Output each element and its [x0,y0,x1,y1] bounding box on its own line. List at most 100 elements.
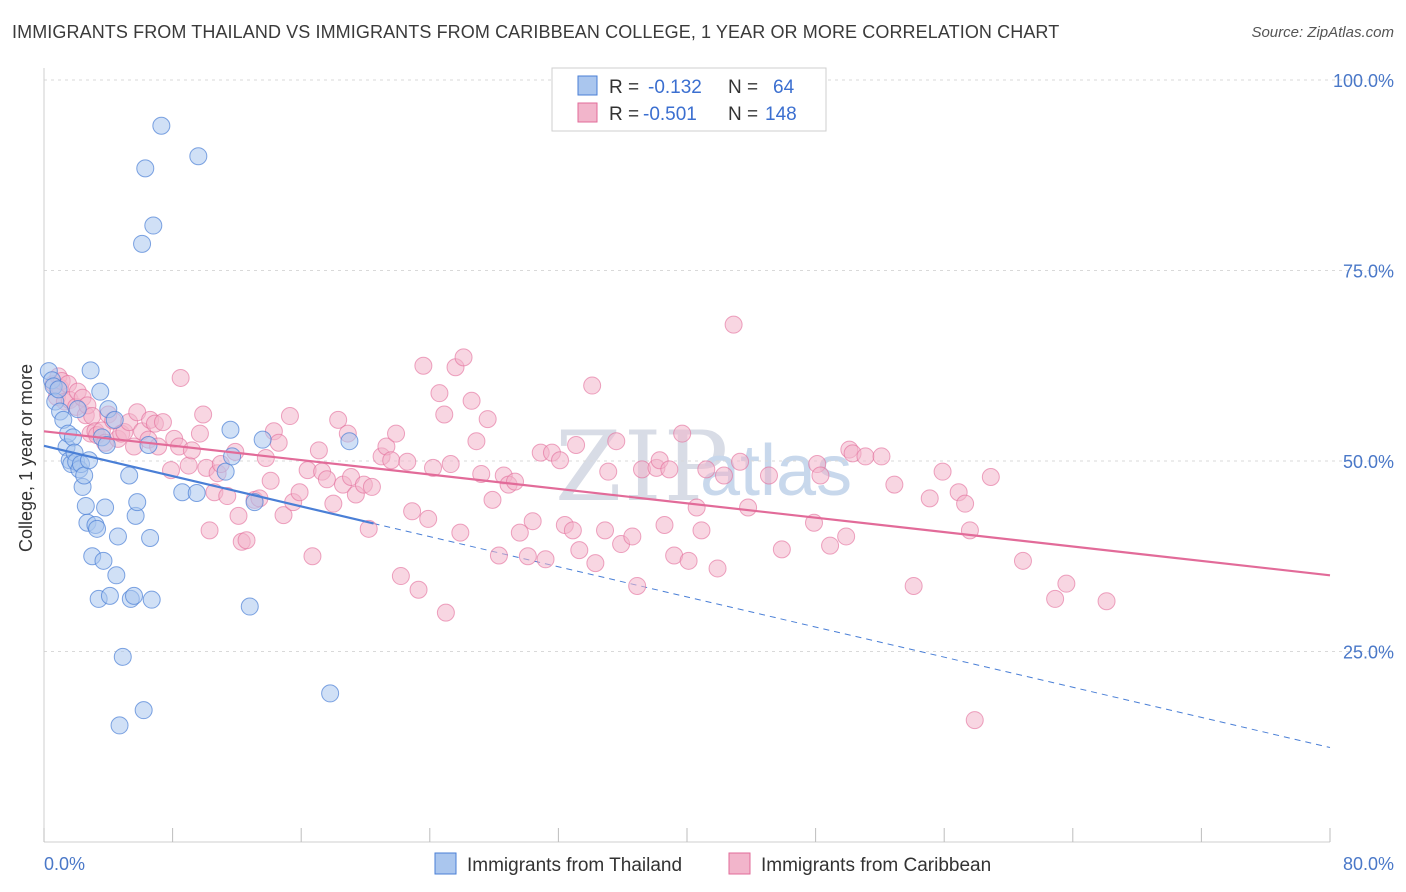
caribbean-point [153,413,172,432]
caribbean-point [269,433,288,452]
thailand-point [110,716,129,735]
caribbean-point [811,466,830,485]
caribbean-point [462,391,481,410]
caribbean-point [483,490,502,509]
x-tick-labels: 0.0% 80.0% [44,854,1394,874]
caribbean-point [200,521,219,540]
caribbean-point [904,576,923,595]
thailand-trendline-extension [373,522,1331,748]
axes [43,68,1331,843]
caribbean-point [518,547,537,566]
caribbean-point [596,521,615,540]
caribbean-point [697,460,716,479]
caribbean-point [478,410,497,429]
thailand-point [321,684,340,703]
caribbean-point [1013,551,1032,570]
caribbean-point [436,603,455,622]
caribbean-point [1097,592,1116,611]
caribbean-point [237,531,256,550]
caribbean-point [872,447,891,466]
caribbean-point [261,471,280,490]
caribbean-point [759,466,778,485]
thailand-point [144,216,163,235]
bottom-legend-label-caribbean: Immigrants from Caribbean [761,855,991,876]
legend-box: R = -0.132 N = 64 R = -0.501 N = 148 [551,67,827,132]
caribbean-point [419,509,438,528]
thailand-point [100,586,119,605]
legend-r-value: -0.501 [643,104,697,125]
thailand-point [94,551,113,570]
caribbean-point [329,410,348,429]
caribbean-point [563,521,582,540]
caribbean-point [435,405,454,424]
caribbean-point [708,559,727,578]
caribbean-point [655,516,674,535]
legend-n-label: N = [728,104,758,125]
legend-swatch-thailand [577,75,598,96]
caribbean-point [398,452,417,471]
caribbean-point [505,472,524,491]
thailand-point [221,420,240,439]
caribbean-point [885,475,904,494]
caribbean-point [583,376,602,395]
caribbean-point [673,424,692,443]
caribbean-point [567,435,586,454]
caribbean-trendline [43,430,1331,577]
thailand-point [245,493,264,512]
caribbean-point [290,483,309,502]
y-tick-label: 50.0% [1343,452,1394,472]
caribbean-point [317,470,336,489]
caribbean-point [1046,589,1065,608]
caribbean-point [194,405,213,424]
thailand-point [240,597,259,616]
caribbean-point [739,498,758,517]
caribbean-point [687,498,706,517]
y-tick-label: 100.0% [1333,71,1394,91]
caribbean-point [956,494,975,513]
caribbean-point [510,523,529,542]
caribbean-point [714,466,733,485]
x-tick-label: 0.0% [44,854,85,874]
thailand-point [120,466,139,485]
caribbean-point [692,521,711,540]
caribbean-point [536,550,555,569]
thailand-point [128,493,147,512]
thailand-point [136,159,155,178]
caribbean-point [467,432,486,451]
thailand-point [113,647,132,666]
bottom-legend: Immigrants from Thailand Immigrants from… [434,852,991,876]
caribbean-point [660,460,679,479]
x-tick-label: 80.0% [1343,854,1394,874]
caribbean-point [274,506,293,525]
legend-swatch-caribbean [577,102,598,123]
thailand-point [88,519,107,538]
caribbean-point [229,506,248,525]
caribbean-point [856,447,875,466]
legend-n-label: N = [728,77,758,98]
caribbean-point [599,462,618,481]
thailand-point [223,447,242,466]
y-tick-labels: 25.0% 50.0% 75.0% 100.0% [1333,71,1394,663]
y-axis-label: College, 1 year or more [16,364,36,552]
caribbean-point [920,489,939,508]
thailand-point [141,528,160,547]
thailand-point [133,234,152,253]
thailand-point [125,586,144,605]
thailand-point [81,361,100,380]
thailand-point [216,462,235,481]
caribbean-point [731,452,750,471]
bottom-legend-label-thailand: Immigrants from Thailand [467,855,682,876]
caribbean-point [182,441,201,460]
thailand-point [187,484,206,503]
thailand-point [108,527,127,546]
thailand-point [134,701,153,720]
caribbean-point [362,477,381,496]
bottom-legend-swatch-caribbean [728,852,751,875]
legend-r-label: R = [609,77,639,98]
trendlines [43,430,1331,577]
caribbean-point [414,356,433,375]
thailand-point [49,380,68,399]
caribbean-point [724,315,743,334]
caribbean-point [586,554,605,573]
